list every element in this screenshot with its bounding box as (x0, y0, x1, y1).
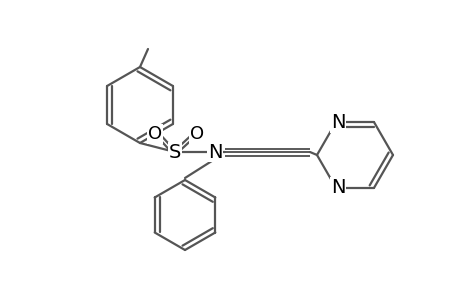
Text: N: N (330, 112, 345, 132)
Text: O: O (190, 125, 204, 143)
Text: S: S (168, 142, 181, 161)
Text: N: N (330, 178, 345, 197)
Text: O: O (148, 125, 162, 143)
Text: N: N (207, 142, 222, 161)
